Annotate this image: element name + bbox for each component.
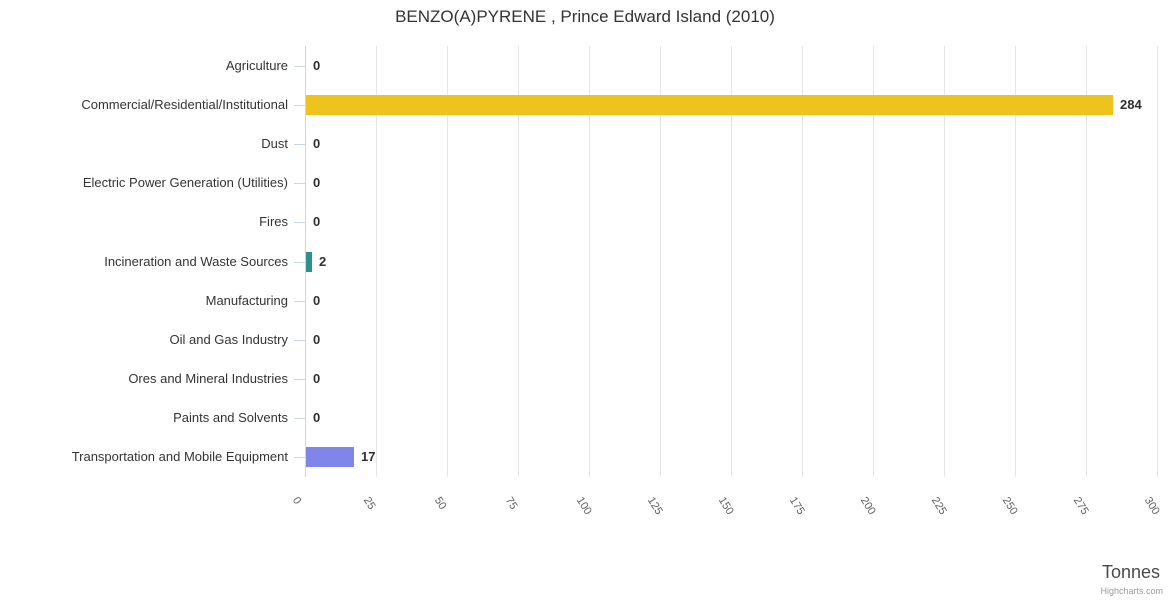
data-label: 0 <box>313 371 321 386</box>
x-axis-title: Tonnes <box>1101 562 1160 582</box>
x-axis-tick-label: 0 <box>289 495 304 507</box>
x-axis-tick-label: 200 <box>857 495 878 517</box>
category-tick <box>294 340 305 341</box>
gridline <box>944 46 945 477</box>
data-label: 2 <box>319 254 327 269</box>
bar-commercial-residential-institutional[interactable] <box>306 95 1113 115</box>
gridline <box>1157 46 1158 477</box>
x-axis-tick-label: 275 <box>1070 495 1091 517</box>
category-axis-line <box>305 46 306 477</box>
data-label: 0 <box>313 293 321 308</box>
category-tick <box>294 301 305 302</box>
category-tick <box>294 144 305 145</box>
data-label: 0 <box>313 332 321 347</box>
category-label: Fires <box>259 214 288 229</box>
gridline <box>1015 46 1016 477</box>
category-tick <box>294 66 305 67</box>
gridline <box>589 46 590 477</box>
x-axis-tick-label: 25 <box>360 495 378 512</box>
data-label: 0 <box>313 136 321 151</box>
category-label: Incineration and Waste Sources <box>104 254 288 269</box>
category-label: Ores and Mineral Industries <box>128 371 288 386</box>
category-label: Oil and Gas Industry <box>169 332 289 347</box>
category-tick <box>294 379 305 380</box>
data-label: 17 <box>361 449 376 464</box>
x-axis-tick-label: 125 <box>644 495 665 517</box>
x-axis-tick-label: 50 <box>431 495 449 512</box>
x-axis-tick-label: 75 <box>502 495 520 512</box>
category-label: Electric Power Generation (Utilities) <box>82 175 288 190</box>
x-axis-tick-label: 175 <box>786 495 807 517</box>
highcharts-credits-link[interactable]: Highcharts.com <box>1100 586 1163 596</box>
chart-title: BENZO(A)PYRENE , Prince Edward Island (2… <box>395 7 775 26</box>
category-tick <box>294 222 305 223</box>
gridline <box>731 46 732 477</box>
category-tick <box>294 105 305 106</box>
gridline <box>660 46 661 477</box>
category-label: Transportation and Mobile Equipment <box>71 449 288 464</box>
gridline <box>518 46 519 477</box>
category-label: Dust <box>261 136 288 151</box>
gridline <box>376 46 377 477</box>
bar-transportation-and-mobile-equipment[interactable] <box>306 447 354 467</box>
category-label: Paints and Solvents <box>173 410 288 425</box>
category-label: Commercial/Residential/Institutional <box>81 97 288 112</box>
category-tick <box>294 262 305 263</box>
gridline <box>873 46 874 477</box>
x-axis-tick-label: 150 <box>715 495 736 517</box>
category-tick <box>294 457 305 458</box>
bar-incineration-and-waste-sources[interactable] <box>306 252 312 272</box>
data-label: 0 <box>313 214 321 229</box>
data-label: 284 <box>1120 97 1142 112</box>
x-axis-tick-label: 250 <box>999 495 1020 517</box>
gridline <box>802 46 803 477</box>
gridline <box>447 46 448 477</box>
x-axis-tick-label: 300 <box>1141 495 1162 517</box>
category-label: Agriculture <box>225 58 288 73</box>
x-axis-tick-label: 100 <box>573 495 594 517</box>
x-axis-tick-label: 225 <box>928 495 949 517</box>
category-label: Manufacturing <box>205 293 288 308</box>
data-label: 0 <box>313 175 321 190</box>
plot-area <box>305 46 1158 477</box>
data-label: 0 <box>313 410 321 425</box>
gridline <box>1086 46 1087 477</box>
category-tick <box>294 418 305 419</box>
data-label: 0 <box>313 58 321 73</box>
category-tick <box>294 183 305 184</box>
